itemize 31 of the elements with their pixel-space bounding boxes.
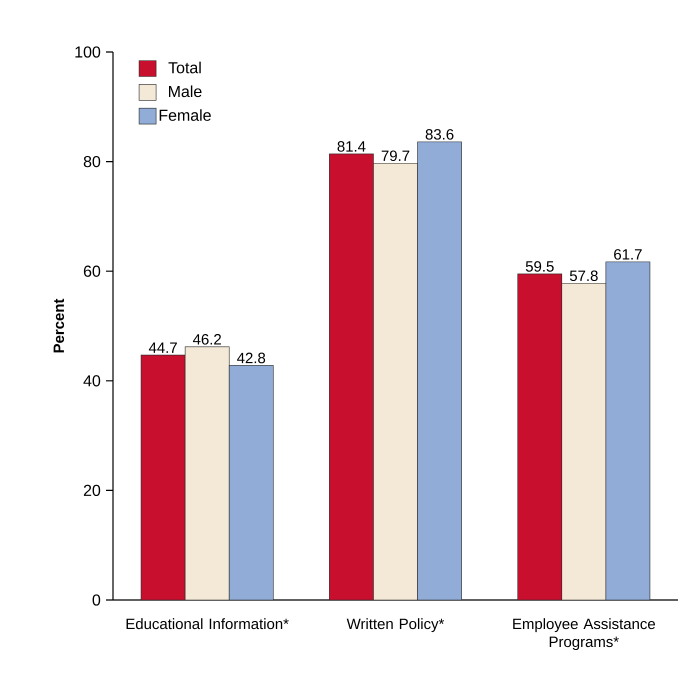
y-tick-label: 20 <box>84 484 100 496</box>
data-label: 83.6 <box>426 129 454 140</box>
y-axis-title: Percent <box>54 298 64 352</box>
bar <box>562 282 606 600</box>
legend-label: Female <box>160 109 211 121</box>
data-label: 42.8 <box>237 352 266 364</box>
data-label: 59.5 <box>526 261 554 272</box>
x-tick-label: Written Policy* <box>346 618 444 632</box>
x-tick-label: Educational Information* <box>126 618 289 630</box>
data-label: 79.7 <box>382 150 410 162</box>
data-label: 81.4 <box>338 141 366 152</box>
data-label: 46.2 <box>192 334 221 345</box>
y-tick-label: 40 <box>83 375 100 386</box>
bar <box>417 142 462 600</box>
bar <box>373 162 418 600</box>
y-tick-label: 100 <box>75 46 100 58</box>
bar <box>329 154 374 600</box>
y-tick-label: 0 <box>92 594 100 606</box>
data-label: 57.8 <box>570 270 598 282</box>
data-label: 44.7 <box>148 342 177 353</box>
legend-label: Total <box>168 62 201 74</box>
legend-label: Male <box>168 85 202 98</box>
x-tick-label: Employee Assistance Programs* <box>513 618 655 650</box>
y-tick-label: 60 <box>84 266 100 277</box>
bar <box>140 354 186 600</box>
data-label: 61.7 <box>614 249 642 260</box>
bar <box>228 365 274 600</box>
bar <box>517 274 562 600</box>
y-tick-label: 80 <box>84 156 100 168</box>
bar <box>184 346 230 600</box>
bar <box>606 262 650 600</box>
